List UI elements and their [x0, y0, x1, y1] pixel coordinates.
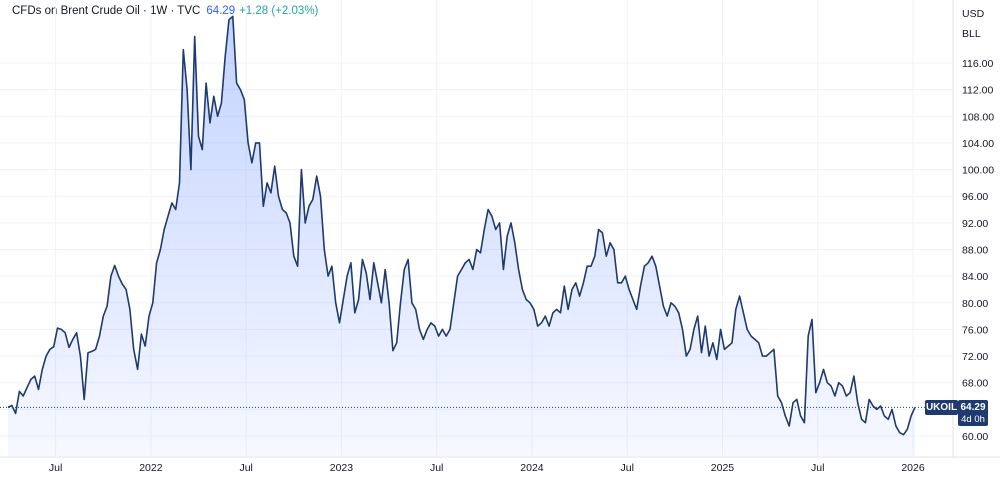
- y-tick-label: 112.00: [962, 85, 993, 97]
- y-tick-label: 60.00: [962, 431, 988, 443]
- price-area: [8, 16, 915, 457]
- x-tick-label: 2024: [520, 462, 544, 474]
- y-tick-label: 84.00: [962, 271, 988, 283]
- last-price-value: 64.29: [960, 402, 986, 413]
- price-axis[interactable]: 60.0064.0068.0072.0076.0080.0084.0088.00…: [962, 58, 994, 443]
- x-tick-label: Jul: [49, 462, 62, 474]
- y-tick-label: 92.00: [962, 218, 988, 230]
- y-tick-label: 116.00: [962, 58, 993, 70]
- x-tick-label: 2022: [139, 462, 163, 474]
- time-axis[interactable]: Jul 2022 Jul 2023 Jul 2024 Jul 2025 Jul 2026: [49, 462, 925, 474]
- x-tick-label: 2023: [330, 462, 354, 474]
- price-line: [7, 15, 916, 436]
- symbol-title: CFDs on Brent Crude Oil · 1W · TVC: [12, 5, 201, 17]
- last-price-box: 64.29 4d 0h: [958, 400, 988, 426]
- x-tick-label: 2025: [711, 462, 735, 474]
- price-change: +1.28 (+2.03%): [239, 5, 319, 17]
- currency-label[interactable]: USD: [962, 8, 985, 20]
- x-tick-label: Jul: [620, 462, 633, 474]
- y-tick-label: 88.00: [962, 245, 988, 257]
- y-tick-label: 76.00: [962, 324, 988, 336]
- last-price: 64.29: [206, 5, 236, 17]
- unit-label[interactable]: BLL: [962, 28, 981, 40]
- y-tick-label: 72.00: [962, 351, 988, 363]
- chart-legend: CFDs on Brent Crude Oil · 1W · TVC 64.29 +…: [12, 5, 318, 17]
- y-tick-label: 80.00: [962, 298, 988, 310]
- y-tick-label: 96.00: [962, 191, 988, 203]
- x-tick-label: Jul: [239, 462, 252, 474]
- y-tick-label: 104.00: [962, 138, 994, 150]
- y-tick-label: 68.00: [962, 378, 988, 390]
- x-tick-label: Jul: [430, 462, 443, 474]
- y-tick-label: 108.00: [962, 111, 994, 123]
- ticker-badge: UKOIL: [925, 400, 958, 415]
- y-tick-label: 100.00: [962, 165, 994, 177]
- x-tick-label: Jul: [811, 462, 824, 474]
- bar-countdown: 4d 0h: [961, 414, 985, 425]
- x-tick-label: 2026: [901, 462, 925, 474]
